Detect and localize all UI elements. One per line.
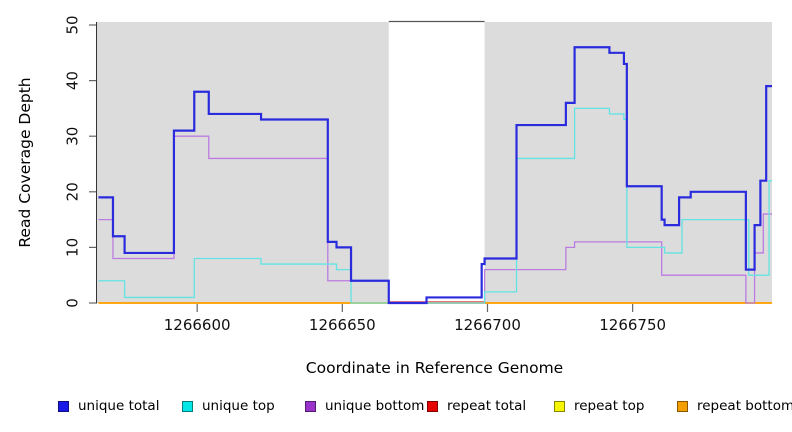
x-axis-title: Coordinate in Reference Genome [306,359,563,377]
y-tick-label: 10 [64,238,82,257]
legend-item-unique-bottom: unique bottom [305,398,424,414]
y-tick-label: 20 [64,182,82,201]
legend-swatch-unique-top-icon [182,400,193,412]
legend-item-repeat-total: repeat total [427,398,526,414]
legend-label-unique-total: unique total [78,398,160,414]
coverage-chart: 0 10 20 30 40 50 1266600 1266650 1266700 1266750 C… [16,15,772,377]
legend-label-repeat-total: repeat total [447,398,527,414]
legend-item-unique-total: unique total [58,398,159,414]
y-axis-title: Read Coverage Depth [16,77,34,247]
series-unique-total [98,46,772,305]
series-unique-bottom [98,135,772,304]
y-tick-label: 30 [64,127,82,146]
legend-label-repeat-bottom: repeat bottom [697,398,792,414]
legend: unique total unique top unique bottom re… [0,398,792,418]
legend-label-unique-top: unique top [202,398,275,414]
y-tick-label: 0 [64,298,82,308]
x-tick-label: 1266600 [164,316,231,334]
legend-swatch-repeat-total-icon [427,400,438,412]
legend-item-repeat-top: repeat top [554,398,644,414]
shaded-region [484,22,772,303]
y-tick-label: 40 [64,71,82,90]
series-unique-top [98,107,772,304]
x-tick-label: 1266700 [454,316,521,334]
legend-swatch-repeat-bottom-icon [677,400,688,412]
x-tick-label: 1266750 [599,316,666,334]
legend-label-unique-bottom: unique bottom [325,398,425,414]
legend-swatch-unique-bottom-icon [305,400,316,412]
legend-item-unique-top: unique top [182,398,275,414]
y-tick-label: 50 [64,15,82,34]
shaded-region [97,22,389,303]
legend-item-repeat-bottom: repeat bottom [677,398,792,414]
legend-label-repeat-top: repeat top [574,398,645,414]
legend-swatch-unique-total-icon [58,400,69,412]
x-tick-label: 1266650 [309,316,376,334]
legend-swatch-repeat-top-icon [554,400,565,412]
